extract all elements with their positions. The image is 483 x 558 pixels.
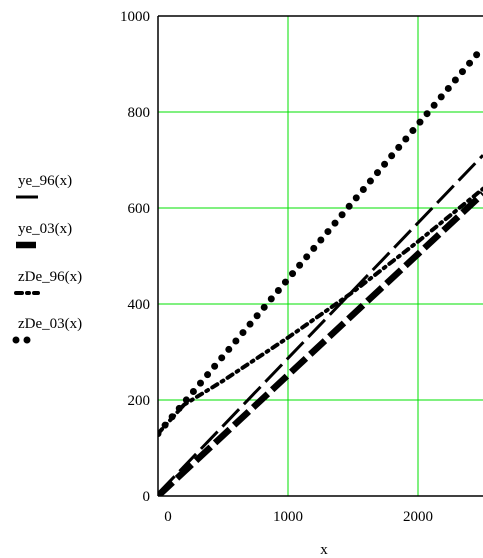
chart-grid	[158, 16, 483, 496]
chart-axes	[158, 16, 483, 496]
legend-label-4: zDe_03(x)	[18, 316, 82, 332]
series-line-1	[158, 155, 483, 493]
y-tick-label: 200	[128, 393, 151, 409]
x-axis-label: x	[320, 542, 328, 558]
legend-label-1: ye_96(x)	[18, 173, 72, 189]
legend-label-2: ye_03(x)	[18, 221, 72, 237]
chart-series	[158, 47, 483, 496]
y-tick-label: 800	[128, 105, 151, 121]
legend-label-3: zDe_96(x)	[18, 269, 82, 285]
series-line-3	[158, 189, 483, 434]
y-tick-label: 600	[128, 201, 151, 217]
y-tick-label: 1000	[120, 9, 150, 25]
x-tick-label: 1000	[273, 509, 303, 525]
y-tick-label: 400	[128, 297, 151, 313]
y-tick-label: 0	[143, 489, 151, 505]
chart-legend: ye_96(x) ye_03(x) zDe_96(x) zDe_03(x)	[16, 173, 82, 340]
x-tick-label: 2000	[403, 509, 433, 525]
x-tick-label: 0	[164, 509, 172, 525]
